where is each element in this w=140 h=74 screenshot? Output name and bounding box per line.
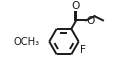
- Text: O: O: [71, 1, 80, 11]
- Text: F: F: [80, 45, 86, 55]
- Text: OCH₃: OCH₃: [13, 37, 39, 47]
- Text: O: O: [87, 16, 95, 26]
